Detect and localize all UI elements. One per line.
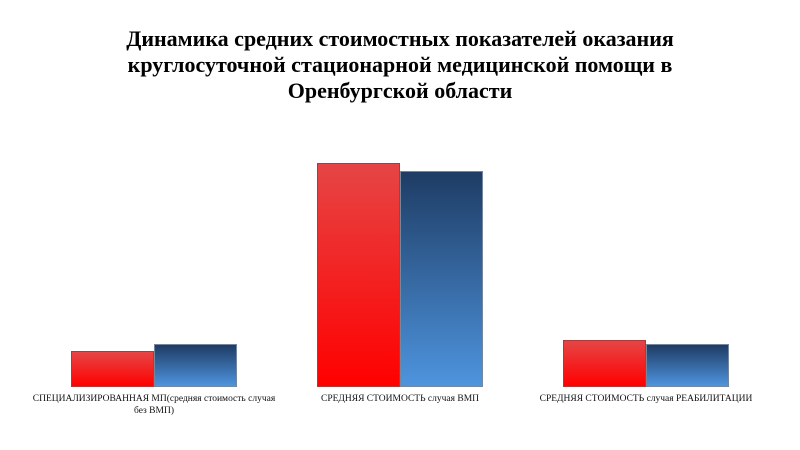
- category-label-2: СРЕДНЯЯ СТОИМОСТЬ случая РЕАБИЛИТАЦИИ: [539, 394, 753, 404]
- category-label-1: СРЕДНЯЯ СТОИМОСТЬ случая ВМП: [320, 394, 480, 404]
- slide-title-line-3: Оренбургской области: [287, 78, 513, 103]
- bar-blue-series-category-1: [400, 171, 483, 387]
- bar-blue-series-category-0: [154, 344, 237, 387]
- bar-red-series-category-1: [317, 163, 400, 387]
- slide-title-line-2: круглосуточной стационарной медицинской …: [127, 52, 673, 77]
- slide-title-line-1: Динамика средних стоимостных показателей…: [126, 26, 674, 51]
- bar-blue-series-category-2: [646, 344, 729, 387]
- bar-red-series-category-2: [563, 340, 646, 387]
- category-label-0: СПЕЦИАЛИЗИРОВАННАЯ МП(средняя стоимость …: [32, 394, 276, 416]
- slide-title: Динамика средних стоимостных показателей…: [0, 26, 800, 104]
- bar-red-series-category-0: [71, 351, 154, 387]
